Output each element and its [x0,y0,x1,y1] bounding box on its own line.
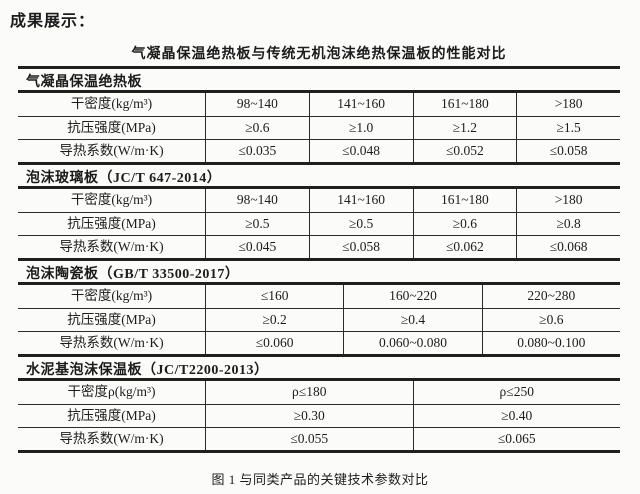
row-label: 抗压强度(MPa) [67,120,156,135]
value-cell: 141~160 [308,93,413,116]
row-label: 干密度(kg/m³) [70,288,153,303]
row-label: 干密度(kg/m³) [70,96,153,111]
figure-caption: 图 1 与同类产品的关键技术参数对比 [211,472,429,487]
section-header: 泡沫玻璃板（JC/T 647-2014） [18,162,620,189]
value-cell: ≥0.6 [205,117,309,139]
value-cell: ≥1.5 [516,117,620,139]
value-cell: 161~180 [412,189,517,212]
value-cell: 98~140 [205,93,309,116]
value-cell: ≤0.065 [412,428,621,450]
value-cell: ≥1.2 [412,117,517,139]
row-label: 干密度ρ(kg/m³) [67,384,156,399]
row-label: 抗压强度(MPa) [67,408,156,423]
value-cell: ≤0.062 [412,236,517,258]
results-heading: 成果展示： [10,13,96,30]
value-cell: ≤0.060 [205,332,343,354]
value-cell: ρ≤180 [205,381,413,404]
section-header: 泡沫陶瓷板（GB/T 33500-2017） [18,258,620,285]
value-cell: ≥0.5 [308,213,413,235]
value-cell: 220~280 [481,285,620,308]
value-cell: 0.060~0.080 [343,332,481,354]
value-cell: ≥1.0 [308,117,413,139]
row-label: 导热系数(W/m·K) [59,335,164,350]
table-title: 气凝晶保温绝热板与传统无机泡沫绝热保温板的性能对比 [131,47,507,62]
table-row: 导热系数(W/m·K) ≤0.055 ≤0.065 [18,427,620,450]
table-row: 抗压强度(MPa) ≥0.30 ≥0.40 [18,404,620,427]
table-row: 抗压强度(MPa) ≥0.2 ≥0.4 ≥0.6 [18,308,620,331]
table-row: 干密度(kg/m³) ≤160 160~220 220~280 [18,285,620,308]
table-row: 抗压强度(MPa) ≥0.6 ≥1.0 ≥1.2 ≥1.5 [18,116,620,139]
value-cell: ≥0.40 [412,405,621,427]
value-cell: ρ≤250 [412,381,621,404]
value-cell: ≤0.045 [205,236,309,258]
table-row: 导热系数(W/m·K) ≤0.060 0.060~0.080 0.080~0.100 [18,331,620,354]
table-row: 导热系数(W/m·K) ≤0.035 ≤0.048 ≤0.052 ≤0.058 [18,139,620,162]
value-cell: 141~160 [308,189,413,212]
value-cell: 160~220 [343,285,481,308]
value-cell: ≥0.6 [481,309,620,331]
value-cell: ≤0.035 [205,140,309,162]
value-cell: ≤0.052 [412,140,517,162]
value-cell: ≤160 [205,285,343,308]
row-label: 抗压强度(MPa) [67,216,156,231]
value-cell: ≤0.058 [516,140,620,162]
value-cell: ≥0.4 [343,309,481,331]
value-cell: ≤0.068 [516,236,620,258]
table-row: 干密度(kg/m³) 98~140 141~160 161~180 >180 [18,189,620,212]
row-label: 干密度(kg/m³) [70,192,153,207]
table-row: 抗压强度(MPa) ≥0.5 ≥0.5 ≥0.6 ≥0.8 [18,212,620,235]
table-row: 干密度(kg/m³) 98~140 141~160 161~180 >180 [18,93,620,116]
row-label: 导热系数(W/m·K) [59,239,164,254]
value-cell: ≤0.058 [308,236,413,258]
row-label: 导热系数(W/m·K) [59,431,164,446]
value-cell: ≥0.2 [205,309,343,331]
row-label: 抗压强度(MPa) [67,312,156,327]
value-cell: 161~180 [412,93,517,116]
section-header: 气凝晶保温绝热板 [18,66,620,93]
row-label: 导热系数(W/m·K) [59,143,164,158]
value-cell: 98~140 [205,189,309,212]
section-header: 水泥基泡沫保温板（JC/T2200-2013） [18,354,620,381]
value-cell: ≤0.048 [308,140,413,162]
value-cell: ≥0.5 [205,213,309,235]
value-cell: ≤0.055 [205,428,413,450]
table-row: 导热系数(W/m·K) ≤0.045 ≤0.058 ≤0.062 ≤0.068 [18,235,620,258]
value-cell: ≥0.6 [412,213,517,235]
value-cell: ≥0.8 [516,213,620,235]
performance-comparison-table: 气凝晶保温绝热板 干密度(kg/m³) 98~140 141~160 161~180 >1… [18,66,620,453]
value-cell: ≥0.30 [205,405,413,427]
value-cell: 0.080~0.100 [481,332,620,354]
value-cell: >180 [516,189,620,212]
table-row: 干密度ρ(kg/m³) ρ≤180 ρ≤250 [18,381,620,404]
value-cell: >180 [516,93,620,116]
